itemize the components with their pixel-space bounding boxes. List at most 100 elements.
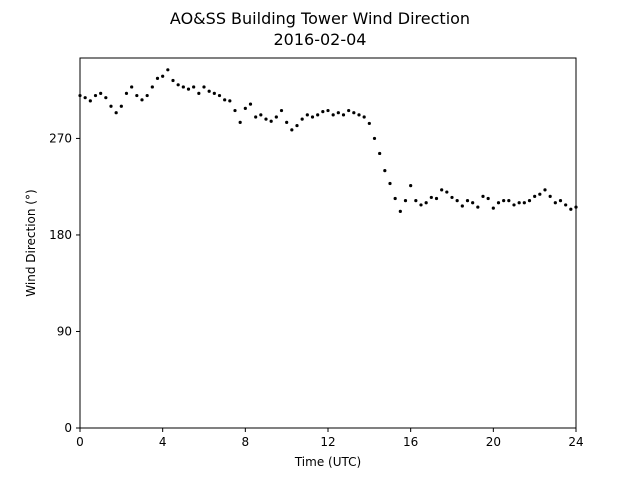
data-point — [367, 121, 371, 126]
data-point — [341, 113, 346, 117]
data-point — [398, 209, 402, 213]
data-point — [558, 199, 563, 203]
data-point — [512, 203, 516, 207]
data-point — [450, 195, 454, 200]
data-point — [564, 203, 568, 207]
data-point — [161, 74, 165, 78]
data-point — [130, 85, 134, 89]
data-point — [197, 91, 201, 95]
x-axis-label: Time (UTC) — [294, 455, 361, 469]
data-point — [527, 199, 532, 203]
data-point — [124, 91, 129, 95]
data-point — [440, 188, 444, 192]
data-point — [248, 102, 253, 106]
data-point — [181, 85, 185, 89]
data-point — [310, 115, 315, 119]
data-point — [99, 91, 103, 95]
y-tick-label: 180 — [49, 228, 72, 242]
data-point — [414, 199, 418, 203]
data-point — [259, 113, 263, 117]
data-point — [212, 91, 216, 95]
data-point — [388, 181, 392, 186]
data-point — [409, 184, 413, 188]
data-point — [502, 199, 506, 203]
data-point — [476, 205, 480, 209]
data-points — [78, 68, 578, 213]
data-point — [321, 110, 325, 114]
y-axis-ticks: 0 90 180 270 — [49, 131, 80, 435]
data-point — [269, 119, 273, 123]
data-point — [434, 196, 439, 201]
data-point — [217, 93, 222, 98]
data-point — [357, 113, 361, 117]
data-point — [383, 169, 387, 173]
y-tick-label: 90 — [57, 324, 72, 338]
data-point — [569, 207, 573, 211]
data-point — [471, 201, 475, 205]
data-point — [465, 199, 470, 203]
data-point — [228, 99, 232, 103]
data-point — [104, 96, 108, 100]
x-axis-ticks: 0 4 8 12 16 20 24 — [76, 428, 584, 449]
data-point — [135, 93, 139, 98]
y-axis-label: Wind Direction (°) — [24, 189, 38, 296]
data-point — [295, 123, 299, 128]
data-point — [543, 188, 547, 192]
data-point — [336, 111, 340, 115]
data-point — [202, 85, 206, 89]
y-tick-label: 0 — [64, 421, 72, 435]
data-point — [522, 201, 526, 205]
data-point — [403, 199, 408, 203]
data-point — [223, 98, 227, 102]
data-point — [119, 104, 123, 108]
data-point — [140, 98, 144, 102]
data-point — [233, 108, 237, 113]
data-point — [331, 113, 335, 117]
data-point — [93, 93, 98, 98]
data-point — [538, 192, 542, 196]
data-point — [455, 199, 459, 203]
x-tick-label: 8 — [242, 435, 250, 449]
x-tick-label: 0 — [76, 435, 84, 449]
data-point — [243, 106, 247, 111]
data-point — [548, 194, 552, 198]
data-point — [496, 201, 501, 205]
data-point — [238, 120, 242, 124]
data-point — [109, 104, 113, 108]
data-point — [445, 190, 449, 194]
data-point — [145, 93, 149, 98]
data-point — [533, 194, 537, 198]
data-point — [279, 108, 284, 113]
data-point — [88, 99, 92, 103]
data-point — [176, 83, 180, 87]
x-tick-label: 24 — [568, 435, 583, 449]
data-point — [83, 96, 87, 100]
data-point — [352, 111, 356, 115]
data-point — [326, 108, 330, 113]
data-point — [166, 68, 170, 72]
data-point — [393, 196, 397, 201]
data-point — [378, 151, 382, 156]
data-point — [491, 206, 495, 210]
data-point — [290, 128, 294, 132]
data-point — [347, 108, 351, 113]
data-point — [264, 117, 268, 121]
data-point — [285, 120, 289, 124]
data-point — [486, 196, 490, 201]
data-point — [274, 115, 278, 119]
x-tick-label: 12 — [320, 435, 335, 449]
data-point — [372, 136, 377, 141]
data-point — [207, 89, 211, 93]
y-tick-label: 270 — [49, 131, 72, 145]
chart-subtitle: 2016-02-04 — [274, 30, 367, 49]
x-tick-label: 16 — [403, 435, 418, 449]
x-tick-label: 20 — [486, 435, 501, 449]
data-point — [424, 201, 428, 205]
data-point — [507, 199, 511, 203]
data-point — [460, 204, 464, 208]
data-point — [553, 201, 557, 205]
x-tick-label: 4 — [159, 435, 167, 449]
data-point — [150, 85, 154, 89]
data-point — [429, 195, 433, 200]
